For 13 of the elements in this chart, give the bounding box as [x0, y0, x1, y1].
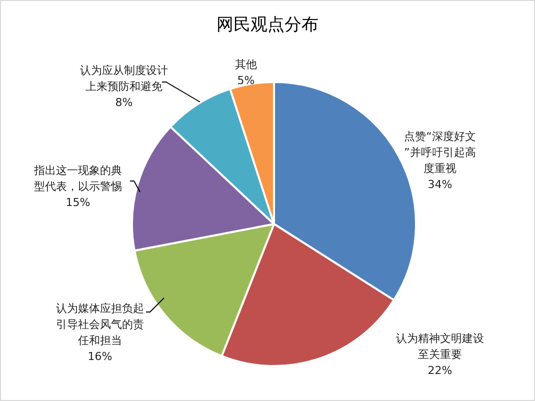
data-label: 16% — [88, 350, 112, 363]
data-label: 22% — [428, 364, 452, 377]
slice-label: 其他 — [235, 58, 257, 71]
slice-label: 认为应从制度设计上来预防和避免 — [80, 64, 168, 93]
data-label: 15% — [66, 196, 90, 209]
chart-title: 网民观点分布 — [216, 15, 318, 35]
data-label: 8% — [115, 96, 133, 109]
slice-label: 认为媒体应担负起引导社会风气的责任和担当 — [56, 302, 144, 347]
slice-label: 指出这一现象的典型代表，以示警惕 — [33, 164, 122, 193]
slice-label: 点赞“深度好文”并呼吁引起高度重视 — [404, 130, 476, 175]
slice-label: 认为精神文明建设至关重要 — [396, 332, 484, 361]
data-label: 5% — [237, 74, 255, 87]
data-label: 34% — [428, 178, 452, 191]
